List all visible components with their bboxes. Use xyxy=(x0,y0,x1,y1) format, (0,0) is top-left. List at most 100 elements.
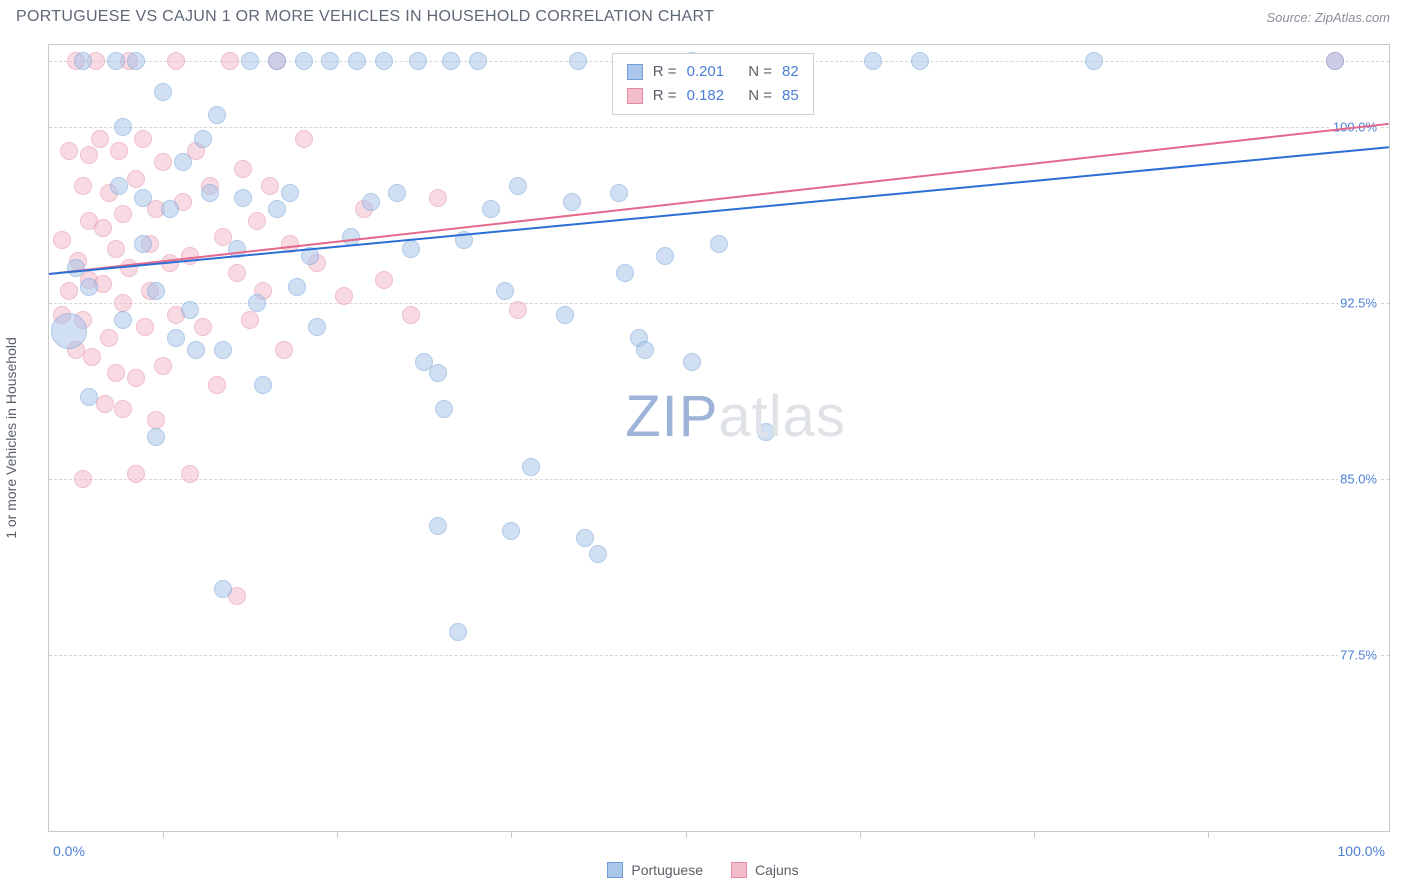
point-portuguese xyxy=(80,278,98,296)
y-tick-label: 77.5% xyxy=(1338,648,1379,663)
point-portuguese xyxy=(174,153,192,171)
point-portuguese xyxy=(589,545,607,563)
point-portuguese xyxy=(248,294,266,312)
point-portuguese xyxy=(864,52,882,70)
point-cajuns xyxy=(248,212,266,230)
point-portuguese xyxy=(67,259,85,277)
point-cajuns xyxy=(167,52,185,70)
stats-box: R = 0.201 N = 82 R = 0.182 N = 85 xyxy=(612,53,814,115)
point-cajuns xyxy=(110,142,128,160)
point-portuguese xyxy=(268,200,286,218)
point-cajuns xyxy=(429,189,447,207)
x-tick xyxy=(163,831,164,838)
point-portuguese xyxy=(509,177,527,195)
point-portuguese xyxy=(636,341,654,359)
point-portuguese xyxy=(522,458,540,476)
point-portuguese xyxy=(911,52,929,70)
gridline xyxy=(49,479,1389,480)
point-cajuns xyxy=(275,341,293,359)
plot-area: 77.5%85.0%92.5%100.0% 1 or more Vehicles… xyxy=(48,44,1390,832)
point-portuguese xyxy=(375,52,393,70)
point-cajuns xyxy=(221,52,239,70)
point-cajuns xyxy=(402,306,420,324)
point-cajuns xyxy=(261,177,279,195)
gridline xyxy=(49,127,1389,128)
point-portuguese xyxy=(161,200,179,218)
x-tick xyxy=(511,831,512,838)
point-portuguese xyxy=(757,423,775,441)
point-portuguese xyxy=(569,52,587,70)
point-portuguese xyxy=(482,200,500,218)
x-axis-min-label: 0.0% xyxy=(53,843,85,859)
point-cajuns xyxy=(74,470,92,488)
point-portuguese xyxy=(208,106,226,124)
point-cajuns xyxy=(96,395,114,413)
point-portuguese xyxy=(154,83,172,101)
r-value-portuguese: 0.201 xyxy=(687,60,725,84)
n-label: N = xyxy=(748,84,772,108)
point-portuguese xyxy=(134,189,152,207)
point-portuguese xyxy=(201,184,219,202)
point-cajuns xyxy=(134,130,152,148)
point-portuguese xyxy=(110,177,128,195)
point-portuguese xyxy=(388,184,406,202)
y-tick-label: 92.5% xyxy=(1338,296,1379,311)
point-cajuns xyxy=(114,294,132,312)
x-tick xyxy=(337,831,338,838)
point-portuguese xyxy=(435,400,453,418)
point-portuguese xyxy=(295,52,313,70)
point-cajuns xyxy=(114,400,132,418)
stats-row-portuguese: R = 0.201 N = 82 xyxy=(627,60,799,84)
point-portuguese xyxy=(348,52,366,70)
point-cajuns xyxy=(228,264,246,282)
point-portuguese xyxy=(502,522,520,540)
point-portuguese xyxy=(409,52,427,70)
point-portuguese xyxy=(194,130,212,148)
point-portuguese xyxy=(710,235,728,253)
point-portuguese xyxy=(80,388,98,406)
y-axis-label: 1 or more Vehicles in Household xyxy=(3,337,19,539)
swatch-icon xyxy=(627,88,643,104)
n-value-portuguese: 82 xyxy=(782,60,799,84)
point-portuguese xyxy=(51,313,87,349)
point-cajuns xyxy=(208,376,226,394)
gridline xyxy=(49,655,1389,656)
point-portuguese xyxy=(442,52,460,70)
x-tick xyxy=(686,831,687,838)
point-cajuns xyxy=(194,318,212,336)
point-portuguese xyxy=(114,311,132,329)
point-cajuns xyxy=(234,160,252,178)
x-axis-max-label: 100.0% xyxy=(1338,843,1385,859)
point-portuguese xyxy=(214,580,232,598)
point-portuguese xyxy=(268,52,286,70)
n-label: N = xyxy=(748,60,772,84)
swatch-icon xyxy=(731,862,747,878)
r-value-cajuns: 0.182 xyxy=(687,84,725,108)
legend-label-cajuns: Cajuns xyxy=(755,862,799,878)
point-cajuns xyxy=(509,301,527,319)
point-portuguese xyxy=(134,235,152,253)
point-cajuns xyxy=(100,329,118,347)
point-portuguese xyxy=(1326,52,1344,70)
point-cajuns xyxy=(181,465,199,483)
x-tick xyxy=(860,831,861,838)
legend-label-portuguese: Portuguese xyxy=(631,862,703,878)
point-cajuns xyxy=(127,369,145,387)
point-portuguese xyxy=(254,376,272,394)
point-cajuns xyxy=(295,130,313,148)
y-tick-label: 85.0% xyxy=(1338,472,1379,487)
stats-row-cajuns: R = 0.182 N = 85 xyxy=(627,84,799,108)
point-cajuns xyxy=(91,130,109,148)
r-label: R = xyxy=(653,84,677,108)
point-cajuns xyxy=(154,153,172,171)
point-cajuns xyxy=(107,240,125,258)
legend-item-portuguese: Portuguese xyxy=(607,862,703,878)
point-portuguese xyxy=(362,193,380,211)
point-portuguese xyxy=(127,52,145,70)
point-portuguese xyxy=(683,353,701,371)
point-cajuns xyxy=(127,465,145,483)
point-cajuns xyxy=(60,142,78,160)
point-cajuns xyxy=(127,170,145,188)
point-portuguese xyxy=(114,118,132,136)
point-portuguese xyxy=(449,623,467,641)
